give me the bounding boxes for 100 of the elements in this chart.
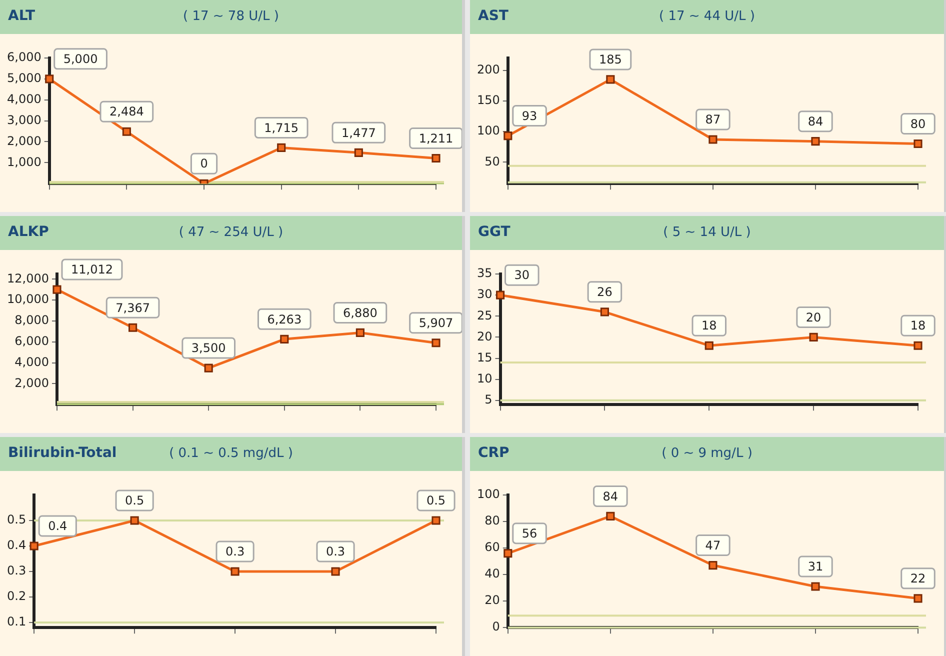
y-tick-label: 40 xyxy=(484,566,500,581)
point xyxy=(52,285,62,294)
y-tick-label: 4,000 xyxy=(14,354,49,369)
y-tick-label: 6,000 xyxy=(6,50,42,64)
point xyxy=(331,567,340,576)
point xyxy=(45,74,54,84)
y-tick-label: 20 xyxy=(484,593,500,608)
chart-subtitle: ( 0 ~ 9 mg/L ) xyxy=(662,446,752,461)
point xyxy=(496,290,505,300)
y-tick-label: 0 xyxy=(492,620,500,634)
y-tick-label: 5 xyxy=(484,392,492,407)
point xyxy=(432,338,440,348)
y-tick-label: 60 xyxy=(484,540,500,554)
point xyxy=(504,132,512,140)
y-tick-label: 10,000 xyxy=(6,292,49,306)
data-label: 26 xyxy=(597,285,612,300)
data-label: 80 xyxy=(910,116,926,131)
point xyxy=(809,332,818,342)
point xyxy=(356,328,364,338)
y-tick-label: 8,000 xyxy=(14,313,49,328)
data-label: 5,000 xyxy=(63,52,98,66)
chart-title: ALKP xyxy=(8,224,49,240)
point xyxy=(811,137,820,146)
point xyxy=(128,323,138,332)
data-label: 31 xyxy=(808,560,824,574)
y-tick-label: 30 xyxy=(476,287,492,302)
chart-title: AST xyxy=(478,8,508,24)
data-label: 0.5 xyxy=(426,494,446,508)
chart-subtitle: ( 0.1 ~ 0.5 mg/dL ) xyxy=(169,446,293,461)
point xyxy=(122,127,131,136)
data-label: 18 xyxy=(701,318,717,333)
y-tick-label: 150 xyxy=(477,93,500,108)
point xyxy=(30,542,38,550)
y-tick-label: 5,000 xyxy=(6,71,42,86)
data-label: 6,263 xyxy=(267,312,302,326)
chart-subtitle: ( 47 ~ 254 U/L ) xyxy=(178,225,284,240)
y-tick-label: 0.1 xyxy=(6,614,26,629)
data-label: 0.5 xyxy=(125,494,144,508)
y-tick-label: 0.3 xyxy=(6,564,26,578)
point xyxy=(914,341,922,350)
chart-subtitle: ( 17 ~ 44 U/L ) xyxy=(659,9,755,24)
data-label: 84 xyxy=(808,114,824,128)
chart-title: Bilirubin-Total xyxy=(8,445,117,461)
point xyxy=(204,364,213,372)
chart-title: ALT xyxy=(8,8,35,24)
data-label: 185 xyxy=(598,52,622,67)
y-tick-label: 3,000 xyxy=(6,112,42,127)
point xyxy=(600,308,609,316)
data-label: 2,484 xyxy=(110,104,144,119)
point xyxy=(130,516,139,525)
point xyxy=(606,512,615,520)
data-label: 1,715 xyxy=(264,120,299,135)
y-tick-label: 80 xyxy=(484,514,500,528)
y-tick-label: 100 xyxy=(477,487,500,502)
data-label: 93 xyxy=(522,108,538,123)
point xyxy=(280,334,289,344)
chart-subtitle: ( 17 ~ 78 U/L ) xyxy=(183,9,279,24)
data-label: 87 xyxy=(705,112,721,127)
y-tick-label: 200 xyxy=(477,62,500,76)
y-tick-label: 20 xyxy=(476,329,492,344)
chart-title: CRP xyxy=(478,445,510,461)
y-tick-label: 0.4 xyxy=(6,538,26,552)
data-label: 11,012 xyxy=(70,262,113,277)
point xyxy=(606,75,615,84)
y-tick-label: 0.5 xyxy=(6,512,26,527)
data-label: 1,211 xyxy=(418,131,454,146)
y-tick-label: 2,000 xyxy=(6,134,42,148)
point xyxy=(432,516,440,525)
y-tick-label: 6,000 xyxy=(14,334,49,348)
y-tick-label: 25 xyxy=(476,308,492,322)
data-label: 84 xyxy=(602,489,618,504)
data-label: 3,500 xyxy=(191,341,226,356)
point xyxy=(230,567,240,576)
y-tick-label: 15 xyxy=(476,350,492,364)
point xyxy=(811,582,820,591)
data-label: 56 xyxy=(522,526,538,540)
point xyxy=(704,341,714,350)
y-tick-label: 100 xyxy=(477,124,500,138)
data-label: 5,907 xyxy=(418,316,454,330)
y-tick-label: 2,000 xyxy=(14,376,49,390)
y-tick-label: 35 xyxy=(476,266,492,280)
data-label: 0.4 xyxy=(48,519,68,534)
point xyxy=(354,148,363,157)
point xyxy=(277,143,286,152)
data-label: 30 xyxy=(514,268,530,282)
data-label: 22 xyxy=(910,572,926,586)
data-label: 0.3 xyxy=(326,544,346,559)
point xyxy=(708,560,718,570)
chart-title: GGT xyxy=(478,224,510,240)
y-tick-label: 50 xyxy=(484,154,500,168)
point xyxy=(914,139,922,148)
y-tick-label: 12,000 xyxy=(6,271,49,286)
data-label: 7,367 xyxy=(116,300,150,315)
data-label: 20 xyxy=(806,310,822,324)
y-tick-label: 0.2 xyxy=(6,589,26,604)
data-label: 0.3 xyxy=(225,544,245,559)
point xyxy=(504,549,512,558)
chart-subtitle: ( 5 ~ 14 U/L ) xyxy=(663,225,751,240)
data-label: 1,477 xyxy=(341,126,376,140)
data-label: 6,880 xyxy=(343,306,378,320)
